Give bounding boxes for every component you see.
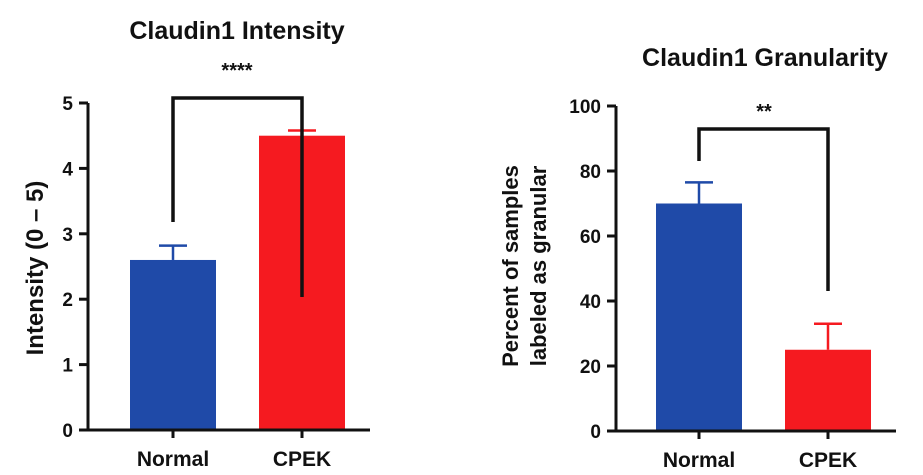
x-tick-label: CPEK bbox=[273, 448, 331, 471]
y-axis-title: Intensity (0 – 5) bbox=[22, 181, 49, 356]
y-tick-label: 20 bbox=[580, 357, 601, 378]
y-tick-label: 100 bbox=[569, 97, 601, 118]
significance-bracket bbox=[697, 127, 830, 291]
x-tick-label: Normal bbox=[137, 448, 209, 471]
x-tick-label: Normal bbox=[663, 449, 735, 472]
chart-marks: Normal CPEK 0 20 40 60 80 100 bbox=[569, 97, 896, 472]
y-tick-label: 5 bbox=[62, 94, 73, 115]
granularity-chart: Claudin1 Granularity Percent of samples … bbox=[498, 44, 896, 472]
bar-normal bbox=[130, 259, 216, 430]
y-tick-label: 80 bbox=[580, 162, 601, 183]
y-tick-label: 1 bbox=[62, 356, 73, 377]
chart-marks: Normal CPEK 0 1 2 3 4 5 bbox=[62, 94, 370, 471]
significance-label: **** bbox=[221, 60, 252, 82]
significance-bracket bbox=[171, 96, 304, 297]
y-tick-label: 4 bbox=[62, 159, 73, 180]
y-tick-label: 2 bbox=[62, 290, 73, 311]
y-tick-label: 0 bbox=[62, 421, 73, 442]
y-tick-label: 3 bbox=[62, 225, 73, 246]
y-tick-label: 0 bbox=[590, 422, 601, 443]
chart-title: Claudin1 Granularity bbox=[642, 44, 888, 72]
bar-normal bbox=[656, 203, 742, 431]
intensity-chart: Claudin1 Intensity Intensity (0 – 5) ***… bbox=[22, 17, 370, 471]
chart-title: Claudin1 Intensity bbox=[129, 17, 344, 45]
y-tick-label: 60 bbox=[580, 227, 601, 248]
y-axis-title-line-1: Percent of samples bbox=[498, 165, 523, 367]
significance-label: ** bbox=[756, 101, 772, 123]
x-tick-label: CPEK bbox=[799, 449, 857, 472]
y-axis-title-line-2: labeled as granular bbox=[526, 165, 551, 366]
bar-cpek bbox=[785, 349, 871, 431]
y-tick-label: 40 bbox=[580, 292, 601, 313]
